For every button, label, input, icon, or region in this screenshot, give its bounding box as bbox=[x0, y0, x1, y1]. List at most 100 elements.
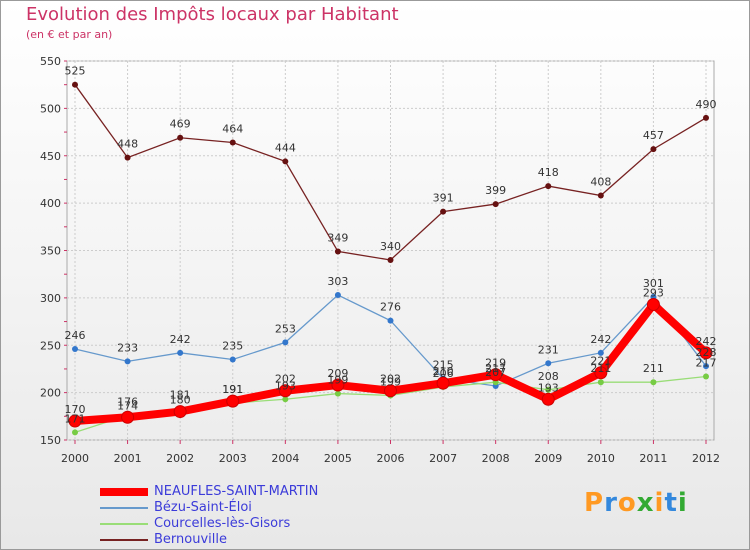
data-label: 444 bbox=[275, 141, 296, 154]
chart-subtitle: (en € et par an) bbox=[26, 28, 113, 41]
series-point-0 bbox=[68, 414, 82, 428]
series-point-3 bbox=[597, 192, 604, 199]
x-tick-label: 2012 bbox=[692, 452, 720, 465]
x-tick-label: 2001 bbox=[114, 452, 142, 465]
series-point-0 bbox=[384, 384, 397, 398]
series-point-3 bbox=[703, 114, 709, 121]
x-tick-label: 2009 bbox=[534, 452, 562, 465]
x-tick-label: 2010 bbox=[587, 452, 615, 465]
data-label: 219 bbox=[485, 357, 506, 370]
legend-swatch bbox=[100, 488, 148, 496]
series-point-3 bbox=[282, 158, 289, 165]
x-tick-label: 2007 bbox=[429, 452, 457, 465]
legend-label: NEAUFLES-SAINT-MARTIN bbox=[154, 484, 319, 499]
data-label: 253 bbox=[275, 322, 296, 335]
data-label: 391 bbox=[433, 192, 454, 205]
series-point-0 bbox=[699, 346, 713, 360]
data-label: 242 bbox=[590, 333, 611, 346]
series-point-0 bbox=[489, 368, 503, 382]
series-point-0 bbox=[436, 376, 450, 390]
series-point-1 bbox=[177, 349, 184, 356]
series-point-3 bbox=[177, 134, 184, 141]
x-tick-label: 2005 bbox=[324, 452, 352, 465]
data-label: 408 bbox=[590, 176, 611, 189]
series-point-0 bbox=[541, 392, 555, 406]
x-tick-label: 2002 bbox=[166, 452, 194, 465]
x-tick-label: 2003 bbox=[219, 452, 247, 465]
data-label: 217 bbox=[696, 357, 717, 370]
series-point-3 bbox=[229, 139, 236, 146]
series-point-0 bbox=[331, 378, 345, 392]
y-tick-label: 300 bbox=[40, 292, 61, 305]
x-tick-label: 2000 bbox=[61, 452, 89, 465]
series-point-3 bbox=[124, 154, 131, 161]
legend-swatch bbox=[100, 539, 148, 541]
x-tick-label: 2006 bbox=[377, 452, 405, 465]
series-point-2 bbox=[334, 390, 341, 397]
data-label: 233 bbox=[117, 341, 138, 354]
series-point-3 bbox=[650, 146, 657, 153]
data-label: 180 bbox=[170, 394, 191, 407]
series-point-0 bbox=[173, 405, 187, 419]
data-label: 209 bbox=[327, 367, 348, 380]
data-label: 293 bbox=[643, 287, 664, 300]
x-tick-label: 2008 bbox=[482, 452, 510, 465]
legend-label: Courcelles-lès-Gisors bbox=[154, 516, 291, 531]
y-tick-label: 350 bbox=[40, 245, 61, 258]
data-label: 235 bbox=[222, 339, 243, 352]
data-label: 191 bbox=[222, 383, 243, 396]
series-point-1 bbox=[72, 346, 78, 353]
data-label: 340 bbox=[380, 240, 401, 253]
data-label: 176 bbox=[117, 395, 138, 408]
proxiti-logo: Proxiti bbox=[584, 488, 688, 518]
data-label: 215 bbox=[433, 358, 454, 371]
series-point-2 bbox=[72, 429, 78, 436]
data-label: 181 bbox=[170, 389, 191, 402]
data-label: 221 bbox=[590, 355, 611, 368]
series-point-3 bbox=[492, 201, 499, 208]
series-point-3 bbox=[545, 183, 552, 190]
series-point-2 bbox=[545, 386, 552, 393]
y-tick-label: 400 bbox=[40, 197, 61, 210]
data-label: 399 bbox=[485, 184, 506, 197]
series-point-0 bbox=[594, 366, 608, 380]
y-tick-label: 250 bbox=[40, 339, 61, 352]
data-label: 207 bbox=[485, 366, 506, 379]
y-tick-label: 150 bbox=[40, 434, 61, 447]
series-point-0 bbox=[646, 298, 660, 312]
data-label: 242 bbox=[696, 335, 717, 348]
data-label: 525 bbox=[65, 65, 86, 78]
series-point-1 bbox=[703, 363, 709, 370]
data-label: 448 bbox=[117, 138, 138, 151]
chart-title: Evolution des Impôts locaux par Habitant bbox=[26, 4, 399, 25]
y-tick-label: 550 bbox=[40, 55, 61, 68]
data-label: 457 bbox=[643, 129, 664, 142]
data-label: 202 bbox=[380, 373, 401, 386]
data-label: 193 bbox=[275, 379, 296, 392]
x-tick-label: 2004 bbox=[271, 452, 299, 465]
legend-swatch bbox=[100, 507, 148, 509]
series-point-1 bbox=[124, 358, 131, 365]
data-label: 242 bbox=[170, 333, 191, 346]
legend-swatch bbox=[100, 523, 148, 525]
data-label: 208 bbox=[538, 370, 559, 383]
series-point-1 bbox=[387, 317, 394, 324]
data-label: 191 bbox=[222, 383, 243, 396]
data-label: 301 bbox=[643, 277, 664, 290]
data-label: 246 bbox=[65, 329, 86, 342]
series-point-3 bbox=[72, 81, 78, 88]
series-point-2 bbox=[703, 373, 709, 380]
data-label: 193 bbox=[538, 381, 559, 394]
series-point-0 bbox=[226, 394, 240, 408]
data-label: 206 bbox=[433, 367, 454, 380]
data-label: 418 bbox=[538, 166, 559, 179]
data-label: 303 bbox=[327, 275, 348, 288]
series-point-3 bbox=[334, 248, 341, 255]
series-point-3 bbox=[440, 208, 447, 215]
data-label: 211 bbox=[643, 362, 664, 375]
series-point-0 bbox=[278, 384, 292, 398]
series-point-2 bbox=[597, 379, 604, 386]
data-label: 211 bbox=[590, 362, 611, 375]
series-point-0 bbox=[121, 410, 135, 424]
